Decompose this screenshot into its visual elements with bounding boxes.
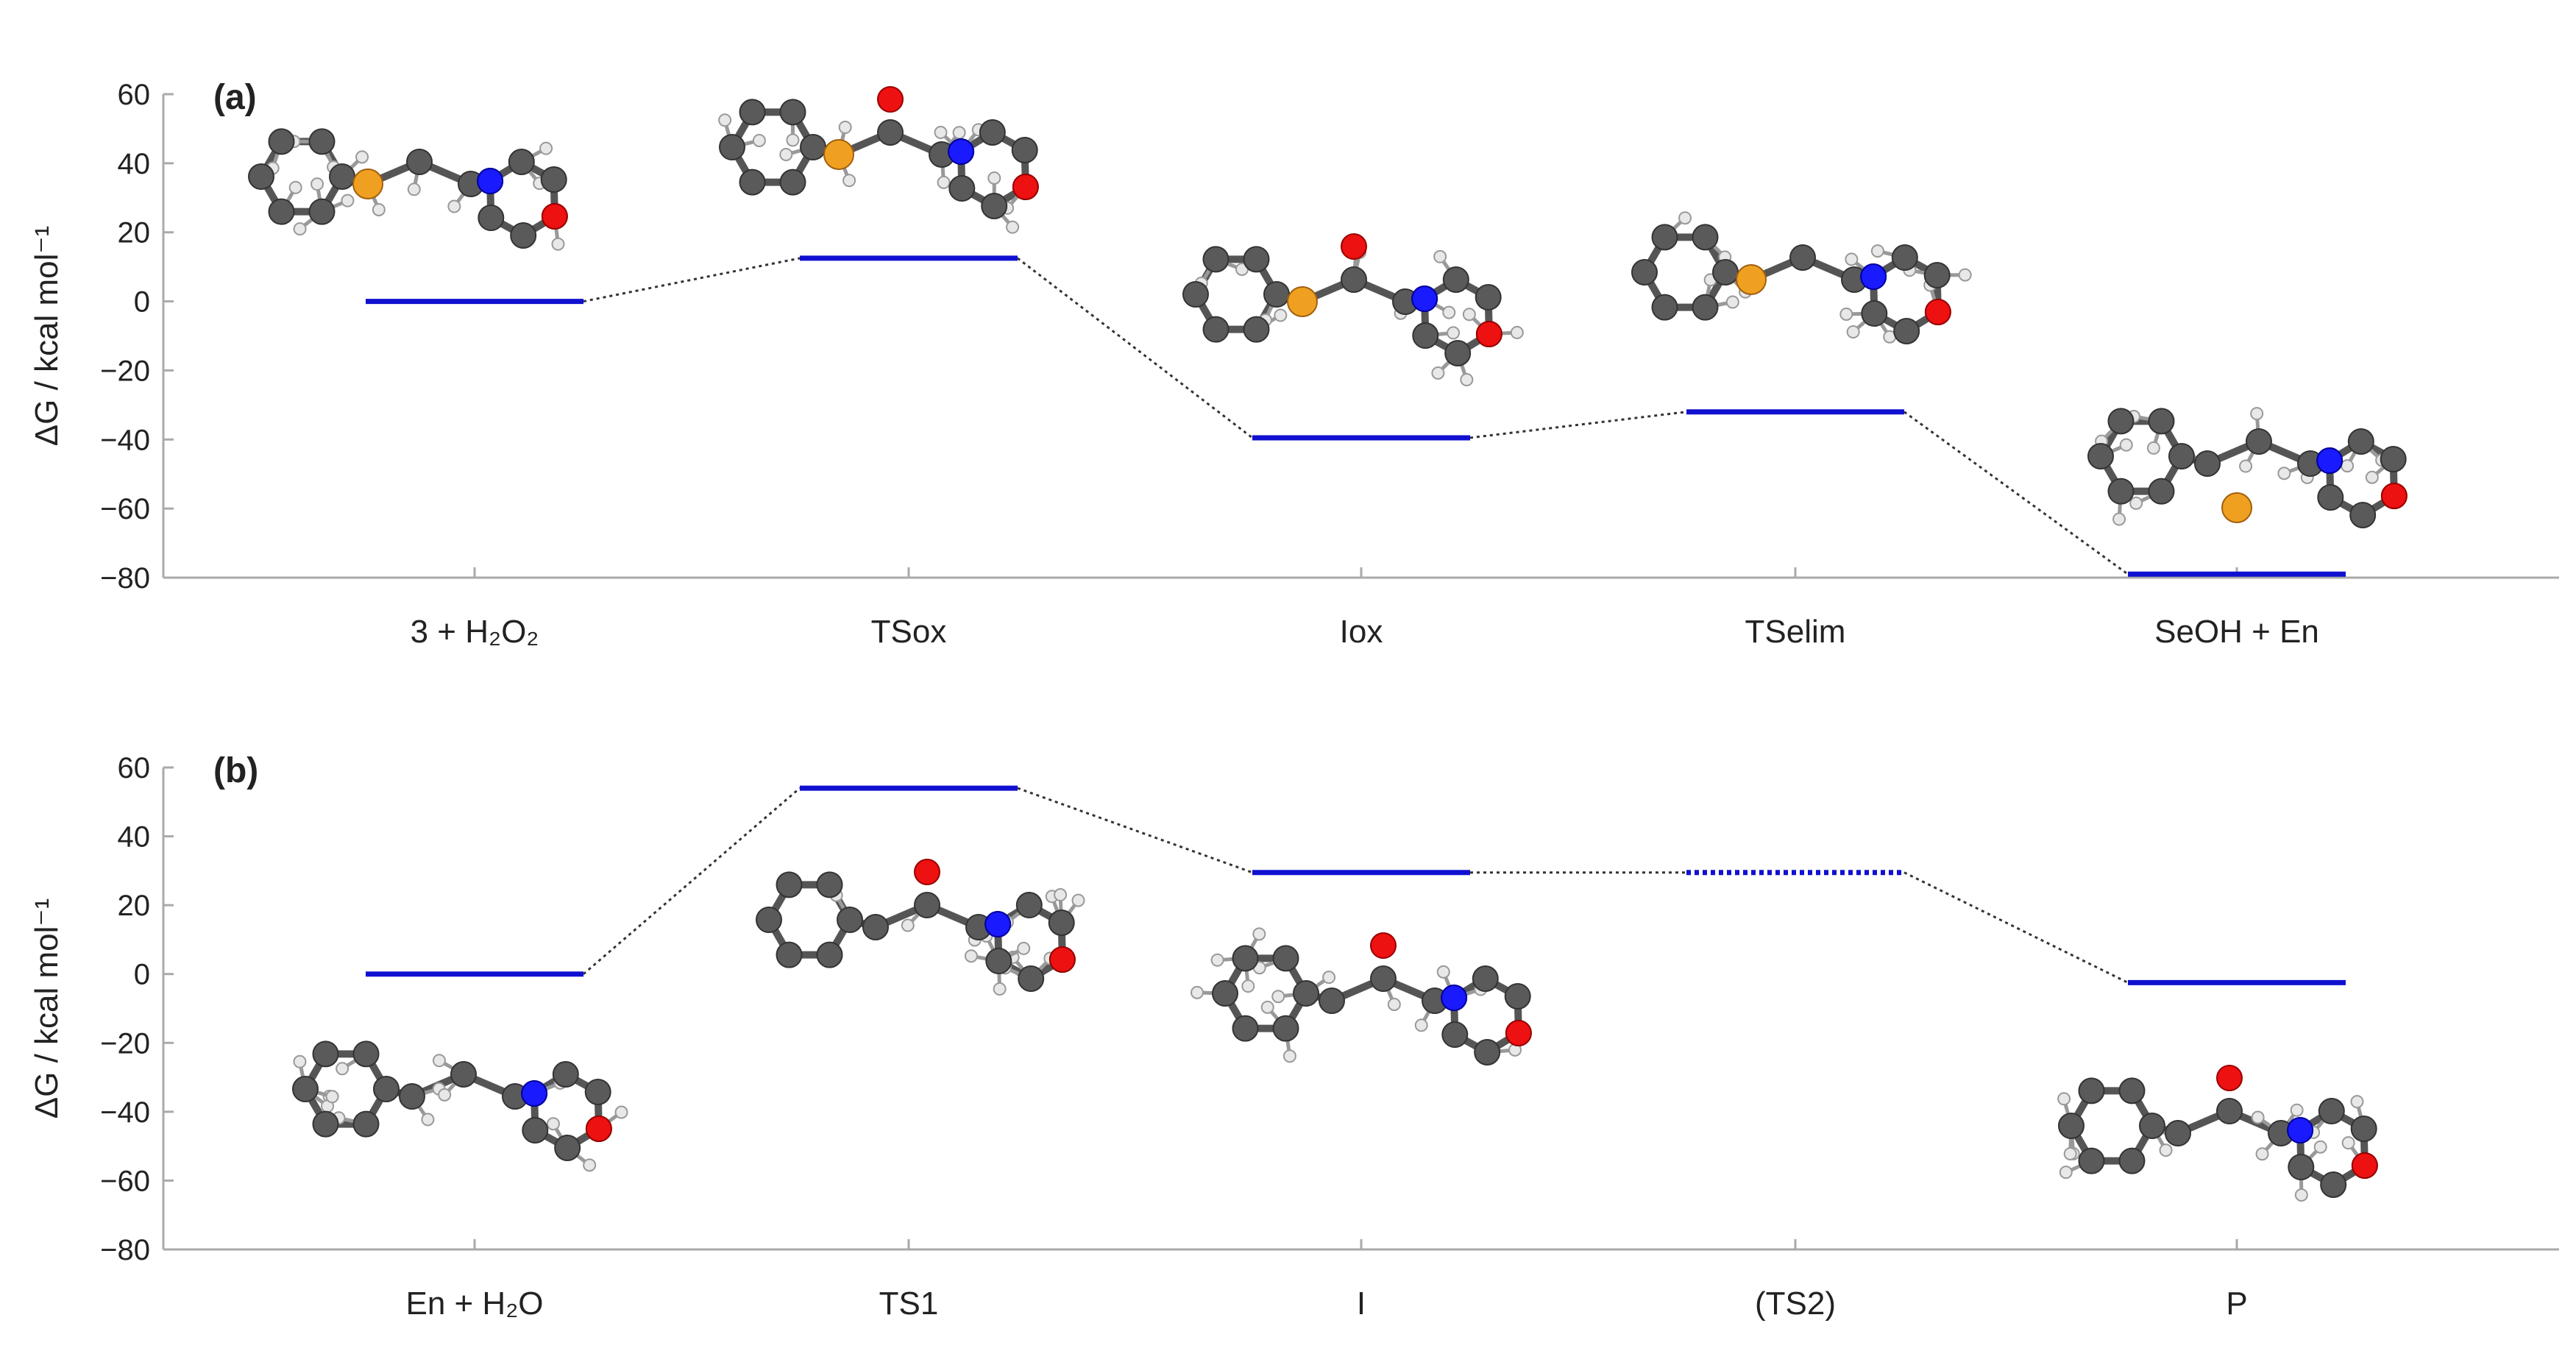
molecule-structure-icon [2087,407,2408,528]
y-tick-label: −20 [100,355,150,387]
category-label: I [1357,1286,1366,1322]
molecule-structure-icon [718,86,1039,234]
y-tick-label: 0 [134,286,150,319]
y-tick-label: −40 [100,1096,150,1129]
y-axis-title: ΔG / kcal mol⁻¹ [29,226,65,447]
connector-line [1469,411,1687,439]
panel-label: (b) [213,751,258,790]
molecule-structure-icon [756,859,1085,996]
category-label: (TS2) [1755,1286,1836,1322]
y-tick-label: −60 [100,1165,150,1197]
connector-line [1017,787,1253,874]
molecule-structure-icon [1191,927,1532,1065]
y-tick-label: −40 [100,424,150,456]
connector-line [1017,257,1253,439]
y-tick-label: 60 [118,752,151,784]
y-axis-title: ΔG / kcal mol⁻¹ [29,898,65,1119]
category-label: En + H₂O [405,1286,543,1322]
connector-line [583,257,801,303]
panel-b: 60 40 20 0 −20 −40 −60 −80 En + H₂O TS1 I (TS2) P ΔG … [29,751,2559,1322]
category-label: TS1 [879,1286,939,1322]
y-tick-label: −20 [100,1027,150,1060]
category-label: P [2226,1286,2247,1322]
connector-line [583,787,801,975]
y-tick-label: −60 [100,493,150,525]
category-label: TSelim [1745,614,1846,650]
molecule-structure-icon [2057,1065,2378,1202]
y-tick-label: −80 [100,1234,150,1266]
y-tick-label: 0 [134,959,150,991]
category-label: 3 + H₂O₂ [411,614,539,650]
category-label: TSox [871,614,947,650]
category-label: Iox [1340,614,1383,650]
panel-a: 60 40 20 0 −20 −40 −60 −80 3 + H₂O₂ TSox Iox TSelim… [29,78,2559,650]
y-tick-label: −80 [100,562,150,595]
y-tick-label: 20 [118,890,151,922]
connector-line [1903,871,2129,984]
y-tick-label: 40 [118,821,151,854]
molecule-structure-icon [1631,211,1972,344]
molecule-structure-icon [292,1040,628,1172]
y-tick-label: 60 [118,79,151,111]
y-tick-label: 20 [118,217,151,249]
panel-label: (a) [213,78,257,117]
molecule-structure-icon [248,128,568,251]
connector-line [1903,411,2129,575]
y-tick-label: 40 [118,148,151,180]
molecule-structure-icon [1182,233,1524,386]
category-label: SeOH + En [2154,614,2319,650]
